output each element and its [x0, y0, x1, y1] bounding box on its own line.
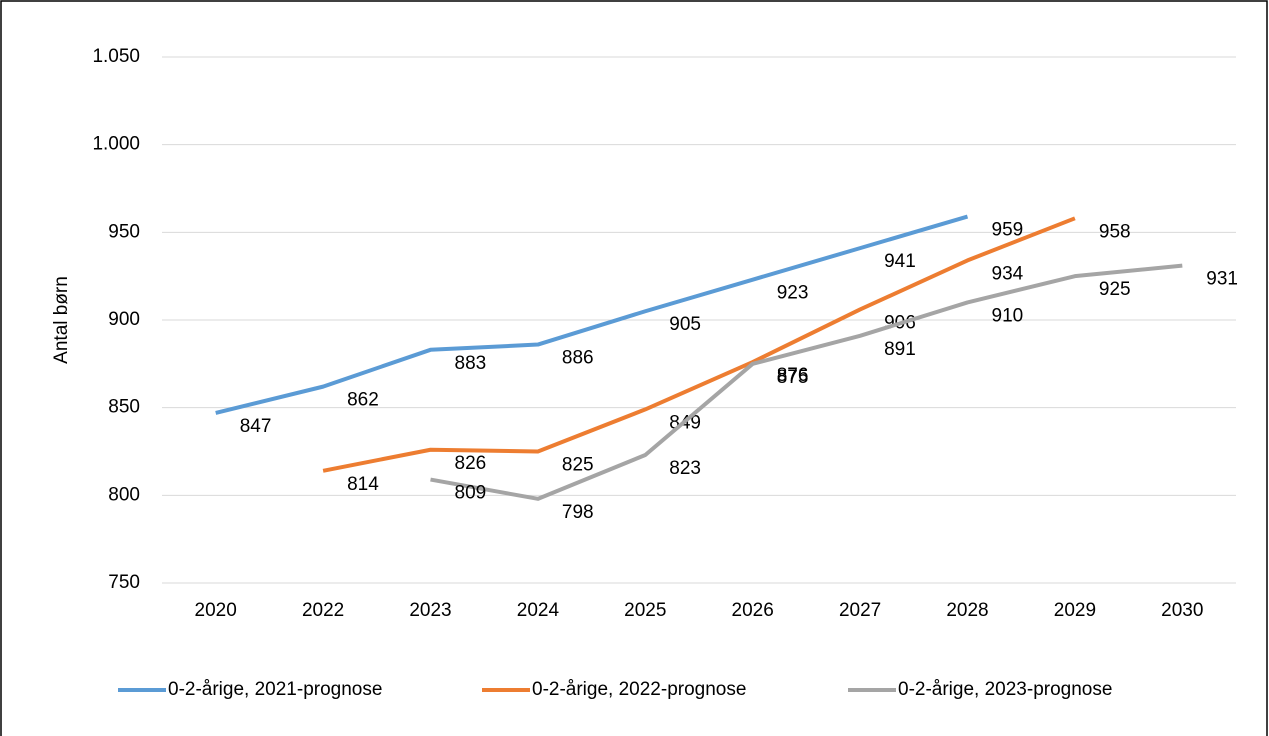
data-label: 876 — [777, 365, 809, 386]
x-tick-label: 2022 — [302, 600, 344, 621]
x-tick-label: 2023 — [409, 600, 451, 621]
data-label: 910 — [992, 305, 1024, 326]
legend-label: 0-2-årige, 2022-prognose — [532, 679, 746, 700]
data-label: 825 — [562, 455, 594, 476]
data-label: 798 — [562, 502, 594, 523]
x-tick-label: 2024 — [517, 600, 560, 621]
data-label: 862 — [347, 390, 379, 411]
data-label: 941 — [884, 251, 916, 272]
y-tick-label: 750 — [108, 572, 140, 593]
data-label: 809 — [455, 483, 487, 504]
data-label: 814 — [347, 474, 379, 495]
y-tick-label: 850 — [108, 397, 140, 418]
data-label: 958 — [1099, 221, 1131, 242]
series-line — [430, 263, 1183, 501]
legend-label: 0-2-årige, 2021-prognose — [168, 679, 382, 700]
x-tick-label: 2029 — [1054, 600, 1096, 621]
data-label: 847 — [240, 416, 272, 437]
x-tick-label: 2027 — [839, 600, 881, 621]
data-label: 934 — [992, 263, 1024, 284]
data-label: 923 — [777, 283, 809, 304]
data-label: 883 — [455, 353, 487, 374]
x-tick-label: 2030 — [1161, 600, 1203, 621]
data-label: 925 — [1099, 279, 1131, 300]
data-label: 891 — [884, 339, 916, 360]
x-tick-label: 2025 — [624, 600, 666, 621]
x-tick-label: 2020 — [195, 600, 237, 621]
data-label: 823 — [669, 458, 701, 479]
y-axis-label: Antal børn — [51, 276, 72, 364]
series-line — [215, 214, 969, 415]
y-tick-label: 950 — [108, 221, 140, 242]
y-tick-label: 1.050 — [92, 46, 140, 67]
legend-label: 0-2-årige, 2023-prognose — [898, 679, 1112, 700]
y-tick-label: 900 — [108, 309, 140, 330]
data-label: 959 — [992, 220, 1024, 241]
series-line — [322, 216, 1076, 473]
data-label: 905 — [669, 314, 701, 335]
data-label: 931 — [1206, 269, 1238, 290]
y-tick-label: 1.000 — [92, 134, 140, 155]
x-tick-label: 2028 — [946, 600, 988, 621]
x-tick-label: 2026 — [732, 600, 774, 621]
data-label: 875 — [777, 367, 809, 388]
data-label: 886 — [562, 348, 594, 369]
data-label: 826 — [455, 453, 487, 474]
y-tick-label: 800 — [108, 484, 140, 505]
